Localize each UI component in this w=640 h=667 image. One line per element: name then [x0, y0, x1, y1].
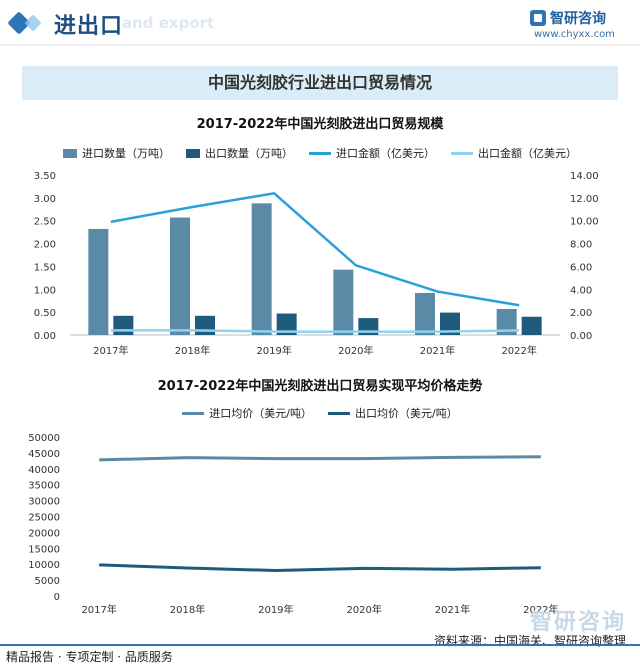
y-right-tick-label: 8.00	[570, 240, 592, 251]
brand-url: www.chyxx.com	[534, 29, 615, 40]
y-left-tick-label: 2.50	[34, 217, 56, 228]
series-line	[110, 329, 520, 333]
chart2-plot: 0 5000 10000 15000 20000 25000 30000 35000 40000…	[28, 433, 558, 616]
x-tick-label: 2019年	[258, 603, 293, 616]
bar	[195, 315, 215, 335]
footer-divider	[0, 644, 640, 646]
y-right-tick-label: 2.00	[570, 308, 592, 319]
y-left-tick-label: 0.50	[34, 308, 56, 319]
chart2-legend: 进口均价（美元/吨） 出口均价（美元/吨）	[0, 405, 640, 421]
legend-swatch	[309, 151, 331, 155]
legend-label: 进口数量（万吨）	[82, 147, 170, 160]
y-tick-label: 5000	[35, 576, 60, 587]
footer-watermark: 智研咨询	[529, 610, 626, 635]
chart1-plot: 0.00 0.50 1.00 1.50 2.00 2.50 3.00 3.50 0.00 2.00…	[34, 171, 599, 357]
legend-label: 出口均价（美元/吨）	[355, 407, 458, 420]
y-tick-label: 10000	[28, 560, 60, 571]
footer-source: 资料来源：中国海关、智研咨询整理	[433, 634, 626, 648]
brand-logo-icon	[530, 10, 546, 26]
legend-swatch	[328, 411, 350, 415]
x-tick-label: 2017年	[93, 344, 128, 357]
brand-name: 智研咨询	[550, 11, 606, 27]
bar	[440, 312, 460, 335]
x-tick-label: 2021年	[420, 344, 455, 357]
legend-label: 进口金额（亿美元）	[336, 147, 435, 160]
y-tick-label: 20000	[28, 528, 60, 539]
page-subtitle: and export	[122, 14, 215, 32]
y-left-tick-label: 3.00	[34, 194, 56, 205]
bar	[521, 316, 542, 335]
y-right-tick-label: 10.00	[570, 217, 599, 228]
legend-swatch	[451, 151, 473, 155]
y-tick-label: 25000	[28, 513, 60, 524]
legend-item: 出口数量（万吨）	[186, 145, 293, 161]
y-left-tick-label: 0.00	[34, 331, 56, 342]
y-tick-label: 40000	[28, 465, 60, 476]
series-line	[99, 563, 541, 573]
y-left-tick-label: 3.50	[34, 171, 56, 182]
x-tick-label: 2018年	[170, 603, 205, 616]
legend-swatch	[182, 411, 205, 415]
legend-item: 出口金额（亿美元）	[451, 145, 577, 161]
y-right-tick-label: 14.00	[570, 171, 599, 182]
legend-item: 进口数量（万吨）	[63, 145, 170, 161]
page-header: 进出口 and export 智研咨询 www.chyxx.com	[0, 0, 640, 46]
x-tick-label: 2022年	[501, 344, 536, 357]
legend-item: 进口金额（亿美元）	[309, 145, 435, 161]
x-tick-label: 2020年	[338, 344, 373, 357]
page-title: 进出口	[54, 14, 124, 39]
series-line	[110, 191, 520, 307]
bar	[415, 292, 435, 335]
y-right-tick-label: 6.00	[570, 262, 592, 273]
bar	[496, 308, 517, 335]
bar	[88, 228, 109, 335]
legend-item: 进口均价（美元/吨）	[182, 405, 312, 421]
bar	[113, 315, 134, 335]
legend-label: 出口数量（万吨）	[205, 147, 293, 160]
legend-swatch	[186, 148, 200, 158]
x-tick-label: 2022年	[523, 603, 558, 616]
bar	[251, 203, 272, 335]
header-divider	[0, 44, 640, 46]
brand-logo: 智研咨询 www.chyxx.com	[530, 8, 626, 42]
y-tick-label: 35000	[28, 481, 60, 492]
legend-label: 出口金额（亿美元）	[478, 147, 577, 160]
x-tick-label: 2021年	[435, 603, 470, 616]
y-right-tick-label: 4.00	[570, 285, 592, 296]
y-left-tick-label: 1.50	[34, 262, 56, 273]
y-left-tick-label: 1.00	[34, 285, 56, 296]
x-tick-label: 2018年	[175, 344, 210, 357]
y-left-tick-label: 2.00	[34, 240, 56, 251]
chart1-title: 2017-2022年中国光刻胶进出口贸易规模	[196, 117, 444, 132]
x-tick-label: 2020年	[346, 603, 381, 616]
y-right-tick-label: 12.00	[570, 194, 599, 205]
footer: 资料来源：中国海关、智研咨询整理 精品报告 · 专项定制 · 品质服务	[0, 634, 640, 667]
y-tick-label: 30000	[28, 497, 60, 508]
section-banner: 中国光刻胶行业进出口贸易情况	[22, 66, 618, 100]
chart2-title: 2017-2022年中国光刻胶进出口贸易实现平均价格走势	[157, 379, 483, 394]
legend-swatch	[63, 148, 77, 158]
y-tick-label: 50000	[28, 433, 60, 444]
x-tick-label: 2017年	[81, 603, 116, 616]
y-tick-label: 45000	[28, 449, 60, 460]
header-diamond-accent-icon	[24, 14, 42, 32]
series-line	[99, 455, 541, 462]
chart1-legend: 进口数量（万吨） 出口数量（万吨） 进口金额（亿美元） 出口金额（亿美元）	[0, 145, 640, 161]
bar	[170, 217, 190, 335]
legend-label: 进口均价（美元/吨）	[209, 407, 312, 420]
bar	[333, 269, 354, 335]
footer-tagline: 精品报告 · 专项定制 · 品质服务	[6, 650, 173, 664]
legend-item: 出口均价（美元/吨）	[328, 405, 458, 421]
y-tick-label: 0	[54, 592, 60, 603]
section-banner-title: 中国光刻胶行业进出口贸易情况	[207, 73, 432, 92]
y-right-tick-label: 0.00	[570, 331, 592, 342]
x-tick-label: 2019年	[256, 344, 291, 357]
y-tick-label: 15000	[28, 544, 60, 555]
bar	[276, 313, 297, 335]
